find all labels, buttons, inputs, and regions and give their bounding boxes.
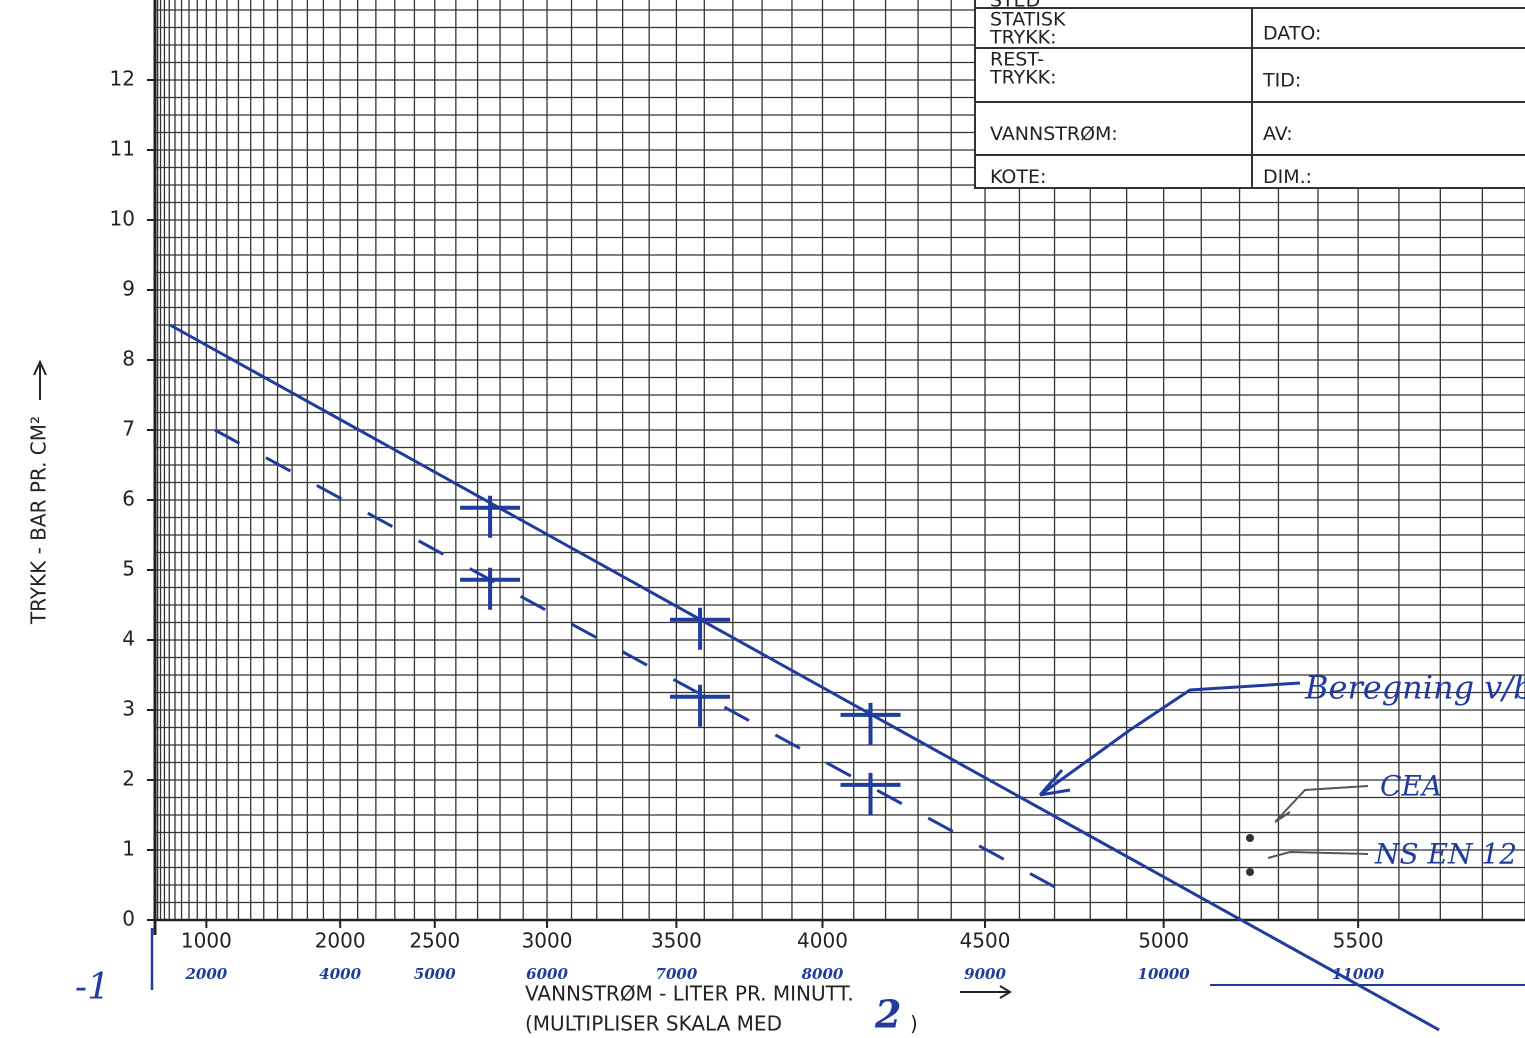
x2-tick-label: 9000 — [964, 965, 1006, 983]
multiplier: 2 — [874, 992, 901, 1037]
x-tick-label: 5500 — [1333, 929, 1384, 953]
form-label: DATO: — [1263, 23, 1321, 45]
form-label: AV: — [1263, 123, 1293, 145]
arrow — [960, 986, 1010, 998]
x-tick-label: 2500 — [409, 929, 460, 953]
form-label: TRYKK: — [989, 27, 1057, 49]
y-axis-label: TRYKK - BAR PR. CM² — [27, 416, 51, 625]
arrow — [1275, 786, 1368, 822]
form-label: TID: — [1262, 70, 1301, 92]
x-tick-label: 5000 — [1138, 929, 1189, 953]
chart: Beregning v/ba CEA NS EN 12 VANNSTRØM - … — [0, 0, 1525, 1038]
y-tick-label: 8 — [122, 347, 135, 371]
y-tick-label: 0 — [122, 907, 135, 931]
cross-marker — [670, 608, 730, 650]
arrow — [34, 362, 46, 400]
x2-tick-label: 6000 — [526, 965, 568, 983]
annotation: NS EN 12 — [1374, 838, 1517, 871]
y-tick-label: 2 — [122, 767, 135, 791]
line — [170, 325, 1439, 1030]
x2-tick-label: 5000 — [414, 965, 456, 983]
x-tick-label: 1000 — [181, 929, 232, 953]
dot — [1246, 868, 1254, 876]
dot — [1246, 834, 1254, 842]
x2-tick-label: 7000 — [656, 965, 698, 983]
y-tick-label: 10 — [110, 207, 135, 231]
y-tick-label: 7 — [122, 417, 135, 441]
y-tick-label: 5 — [122, 557, 135, 581]
line — [215, 430, 1060, 890]
x-tick-label: 3000 — [522, 929, 573, 953]
x2-tick-label: 10000 — [1138, 965, 1191, 983]
cross-marker — [460, 496, 520, 538]
y-tick-label: 3 — [122, 697, 135, 721]
cross-marker — [841, 773, 901, 815]
cross-marker — [460, 568, 520, 610]
x-tick-label: 4500 — [960, 929, 1011, 953]
cross-marker — [841, 703, 901, 745]
x-axis-note: ) — [910, 1012, 918, 1036]
annotation: CEA — [1380, 770, 1442, 803]
y-tick-label: 1 — [122, 837, 135, 861]
form-label: DIM.: — [1263, 166, 1312, 188]
arrow — [1040, 683, 1300, 795]
x-axis-label: VANNSTRØM - LITER PR. MINUTT. — [525, 982, 854, 1006]
form-label: KOTE: — [990, 166, 1046, 188]
cross-marker — [670, 685, 730, 727]
y-tick-label: -1 — [75, 967, 110, 1008]
form: STED STATISKTRYKK:DATO:REST-TRYKK:TID:VA… — [975, 0, 1525, 188]
x-axis-note: (MULTIPLISER SKALA MED — [525, 1012, 782, 1036]
x-tick-label: 4000 — [797, 929, 848, 953]
x-tick-label: 3500 — [651, 929, 702, 953]
annotation: Beregning v/ba — [1304, 669, 1525, 707]
y-tick-label: 6 — [122, 487, 135, 511]
y-tick-label: 11 — [110, 137, 135, 161]
y-tick-label: 12 — [110, 67, 135, 91]
x2-tick-label: 4000 — [319, 965, 361, 983]
form-label: TRYKK: — [989, 67, 1057, 89]
y-tick-label: 9 — [122, 277, 135, 301]
x-tick-label: 2000 — [315, 929, 366, 953]
form-label: VANNSTRØM: — [990, 123, 1118, 145]
x2-tick-label: 2000 — [184, 965, 227, 983]
x2-tick-label: 8000 — [802, 965, 844, 983]
y-tick-label: 4 — [122, 627, 135, 651]
